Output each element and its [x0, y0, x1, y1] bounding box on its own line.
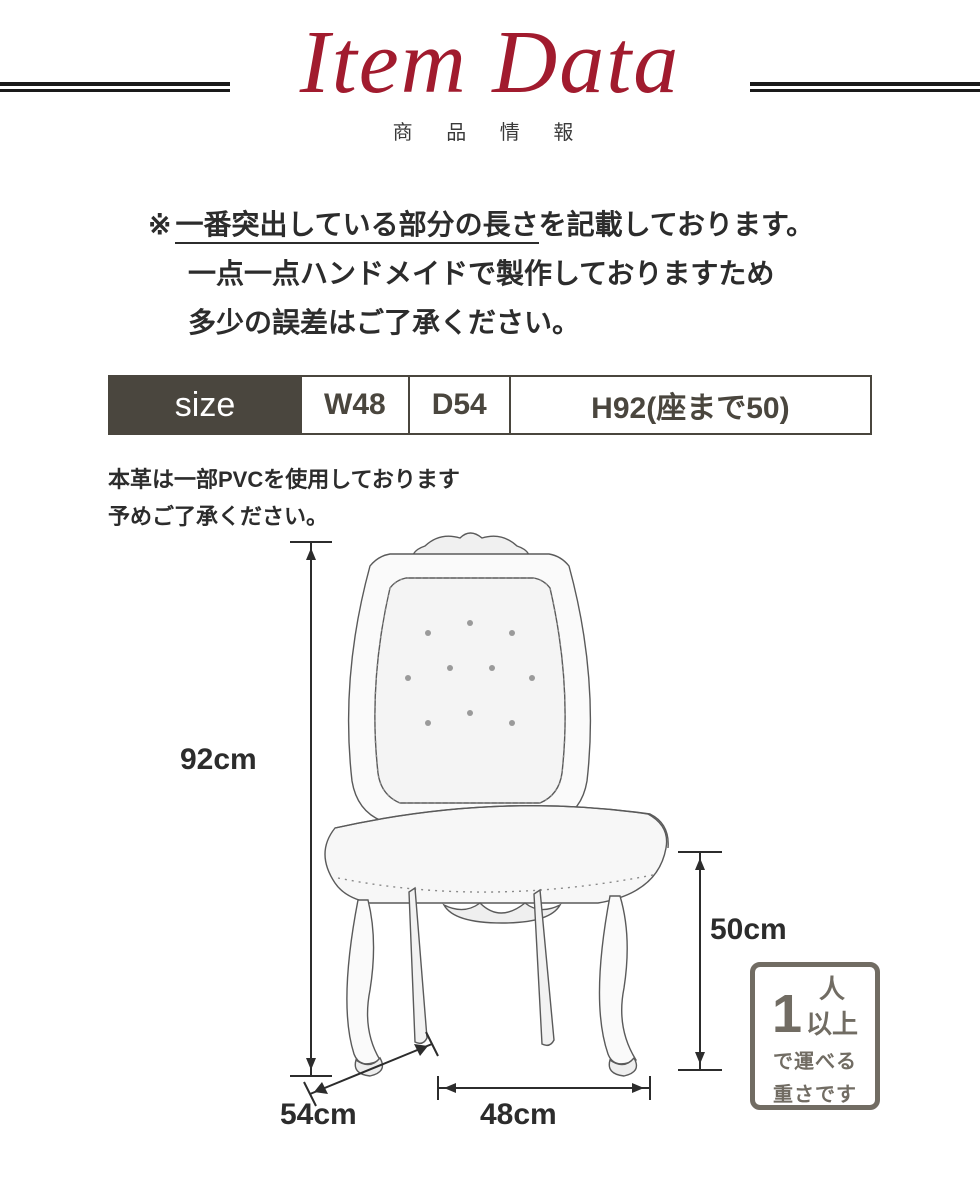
header: Item Data 商 品 情 報: [0, 0, 980, 160]
leather-line1: 本革は一部PVCを使用しております: [108, 461, 980, 498]
title-sub: 商 品 情 報: [0, 116, 980, 145]
dim-width: 48cm: [480, 1098, 557, 1132]
badge-unit-bottom: 以上: [806, 1004, 858, 1041]
dim-seat-height: 50cm: [710, 913, 787, 947]
size-width: W48: [300, 377, 408, 433]
size-label: size: [110, 377, 300, 433]
rule-left: [0, 82, 230, 92]
size-depth: D54: [408, 377, 509, 433]
size-height: H92(座まで50): [509, 377, 870, 433]
rule-right: [750, 82, 980, 92]
badge-line2: 重さです: [755, 1078, 875, 1107]
note-line2: 一点一点ハンドメイドで製作しておりますため: [188, 249, 980, 298]
note-block: ※一番突出している部分の長さを記載しております。 一点一点ハンドメイドで製作して…: [148, 200, 980, 347]
chair-sketch-icon: [180, 528, 800, 1128]
dim-height: 92cm: [180, 743, 257, 777]
badge-num: 1: [772, 987, 802, 1041]
note-line1-rest: を記載しております。: [539, 209, 815, 240]
leather-note: 本革は一部PVCを使用しております 予めご了承ください。: [108, 461, 980, 536]
chair-diagram: 92cm 50cm 54cm 48cm: [180, 528, 800, 1128]
note-line3: 多少の誤差はご了承ください。: [188, 298, 980, 347]
size-table: size W48 D54 H92(座まで50): [108, 375, 872, 435]
badge-line1: で運べる: [755, 1045, 875, 1074]
badge-unit-top: 人: [806, 975, 858, 1004]
carry-badge: 1 人 以上 で運べる 重さです: [750, 962, 880, 1110]
dim-depth: 54cm: [280, 1098, 357, 1132]
note-underlined: 一番突出している部分の長さ: [175, 209, 538, 244]
note-asterisk: ※: [148, 209, 171, 240]
